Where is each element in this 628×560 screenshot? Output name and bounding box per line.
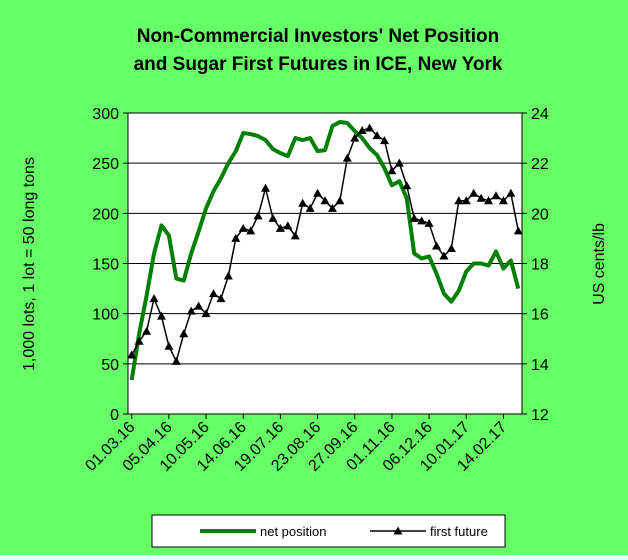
y2-tick-label: 20 <box>531 206 549 223</box>
y-axis-label: 1,000 lots, 1 lot = 50 long tons <box>21 157 38 371</box>
marker <box>208 289 218 298</box>
marker <box>179 329 189 338</box>
y-tick-label: 100 <box>92 307 119 324</box>
marker <box>186 306 196 315</box>
marker <box>417 216 427 225</box>
marker <box>491 191 501 200</box>
marker <box>409 213 419 222</box>
chart-title: Non-Commercial Investors' Net Position <box>137 26 499 47</box>
marker <box>283 221 293 230</box>
y-tick-label: 0 <box>110 407 119 424</box>
marker <box>484 196 494 205</box>
marker <box>424 218 434 227</box>
marker <box>506 188 516 197</box>
y2-axis-label: US cents/lb <box>591 223 608 305</box>
y2-tick-label: 18 <box>531 257 549 274</box>
marker <box>290 231 300 240</box>
y2-tick-label: 16 <box>531 307 549 324</box>
y-tick-label: 150 <box>92 257 119 274</box>
marker <box>327 203 337 212</box>
marker <box>387 166 397 175</box>
marker <box>201 309 211 318</box>
marker <box>365 123 375 132</box>
marker <box>469 188 479 197</box>
marker <box>238 223 248 232</box>
marker <box>439 251 449 260</box>
y2-tick-label: 24 <box>531 106 549 123</box>
marker <box>335 196 345 205</box>
y-tick-label: 200 <box>92 206 119 223</box>
marker <box>149 294 159 303</box>
marker <box>402 181 412 190</box>
marker <box>320 196 330 205</box>
marker <box>454 196 464 205</box>
marker <box>313 188 323 197</box>
marker <box>372 131 382 140</box>
marker <box>394 158 404 167</box>
y-tick-label: 50 <box>101 357 119 374</box>
marker <box>216 294 226 303</box>
marker <box>513 226 523 235</box>
marker <box>498 196 508 205</box>
marker <box>342 153 352 162</box>
marker <box>476 193 486 202</box>
marker <box>298 198 308 207</box>
legend-label: first future <box>430 524 488 539</box>
legend-marker <box>393 526 403 535</box>
legend-label: net position <box>260 524 327 539</box>
marker <box>171 356 181 365</box>
marker <box>357 126 367 135</box>
marker <box>461 196 471 205</box>
marker <box>156 311 166 320</box>
marker <box>275 223 285 232</box>
marker <box>268 213 278 222</box>
y2-tick-label: 14 <box>531 357 549 374</box>
marker <box>223 271 233 280</box>
marker <box>194 301 204 310</box>
chart-subtitle: and Sugar First Futures in ICE, New York <box>134 54 503 75</box>
marker <box>246 226 256 235</box>
marker <box>446 243 456 252</box>
marker <box>231 233 241 242</box>
y-tick-label: 300 <box>92 106 119 123</box>
marker <box>305 203 315 212</box>
marker <box>350 133 360 142</box>
marker <box>164 341 174 350</box>
marker <box>253 211 263 220</box>
series-line <box>129 120 521 381</box>
marker <box>142 326 152 335</box>
marker <box>432 241 442 250</box>
y2-tick-label: 12 <box>531 407 549 424</box>
y2-tick-label: 22 <box>531 156 549 173</box>
marker <box>134 336 144 345</box>
y-tick-label: 250 <box>92 156 119 173</box>
marker <box>261 183 271 192</box>
marker <box>379 136 389 145</box>
marker <box>127 350 137 359</box>
